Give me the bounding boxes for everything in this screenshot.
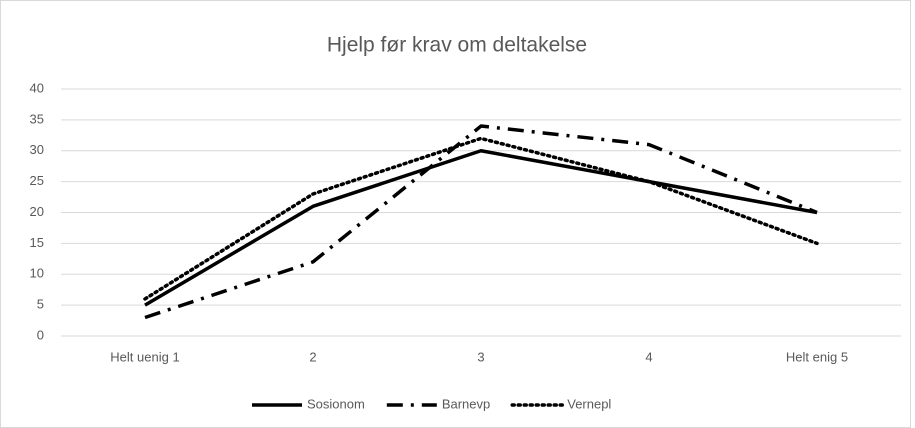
y-tick-label: 15 [30, 235, 44, 250]
legend-label: Sosionom [307, 396, 365, 411]
x-tick-label: Helt uenig 1 [110, 349, 179, 364]
y-tick-label: 0 [37, 327, 44, 342]
series-line [144, 149, 818, 307]
x-tick-label: 3 [477, 349, 484, 364]
x-tick-label: 2 [309, 349, 316, 364]
y-tick-label: 35 [30, 111, 44, 126]
series-line [143, 136, 819, 301]
legend-label: Barnevp [442, 396, 490, 411]
y-tick-label: 5 [37, 297, 44, 312]
y-tick-label: 30 [30, 142, 44, 157]
y-tick-label: 40 [30, 80, 44, 95]
x-tick-label: 4 [645, 349, 652, 364]
x-tick-label: Helt enig 5 [786, 349, 848, 364]
chart-title: Hjelp før krav om deltakelse [327, 34, 587, 57]
y-tick-label: 10 [30, 266, 44, 281]
series-line [144, 124, 818, 320]
legend-label: Vernepl [567, 396, 611, 411]
y-tick-label: 20 [30, 204, 44, 219]
y-tick-label: 25 [30, 173, 44, 188]
